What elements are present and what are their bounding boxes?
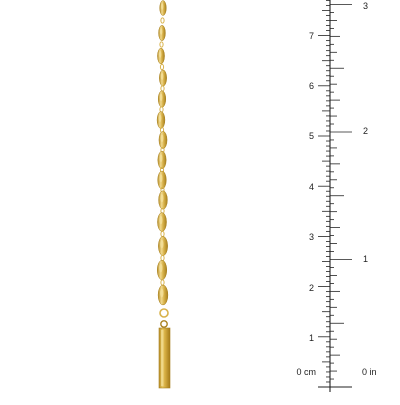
chain-link xyxy=(158,25,166,41)
in-label-3: 3 xyxy=(363,1,369,11)
chain-link xyxy=(157,90,167,108)
chain-link xyxy=(157,47,165,65)
cm-label-2: 2 xyxy=(308,283,314,293)
chain-link xyxy=(158,190,168,210)
link-highlight xyxy=(159,93,163,102)
cm-zero-label: 0 cm xyxy=(296,367,316,377)
bar-pendant xyxy=(158,327,171,389)
link-connector xyxy=(160,17,165,24)
chain-link xyxy=(157,212,167,232)
link-highlight xyxy=(160,239,164,249)
in-zero-label: 0 in xyxy=(362,367,377,377)
in-label-2: 2 xyxy=(363,126,369,136)
link-connector xyxy=(159,41,164,48)
link-connector xyxy=(160,230,165,238)
cm-label-4: 4 xyxy=(308,182,314,192)
link-highlight xyxy=(159,28,163,35)
bar-body xyxy=(158,327,171,389)
link-highlight xyxy=(160,288,164,298)
link-connector xyxy=(160,254,165,262)
link-connector xyxy=(159,63,165,71)
link-highlight xyxy=(161,3,164,10)
chain-link xyxy=(156,259,168,281)
link-highlight xyxy=(159,263,163,273)
link-highlight xyxy=(158,50,162,58)
link-highlight xyxy=(159,154,163,163)
chain-link xyxy=(159,0,167,16)
link-highlight xyxy=(159,215,163,225)
chain-link xyxy=(158,131,168,149)
measuring-ruler xyxy=(318,0,352,392)
bail-ring xyxy=(160,320,168,328)
link-connector xyxy=(159,106,164,113)
bar-highlight xyxy=(161,330,164,386)
chain-link xyxy=(157,170,167,190)
link-highlight xyxy=(160,72,164,81)
cm-label-5: 5 xyxy=(308,131,314,141)
chain-necklace xyxy=(156,0,169,328)
jump-ring xyxy=(159,308,169,318)
cm-label-6: 6 xyxy=(308,81,314,91)
cm-label-1: 1 xyxy=(308,333,314,343)
in-label-1: 1 xyxy=(363,254,369,264)
link-highlight xyxy=(160,194,164,203)
link-connector xyxy=(160,85,165,92)
chain-link xyxy=(157,150,167,170)
link-connector xyxy=(160,279,165,286)
chain-link xyxy=(159,69,167,87)
chain-link xyxy=(158,236,168,256)
cm-label-7: 7 xyxy=(308,31,314,41)
chain-link xyxy=(156,111,166,129)
chain-link xyxy=(157,284,169,306)
link-highlight xyxy=(159,174,163,183)
link-highlight xyxy=(160,134,164,143)
link-highlight xyxy=(158,114,162,123)
cm-label-3: 3 xyxy=(308,232,314,242)
